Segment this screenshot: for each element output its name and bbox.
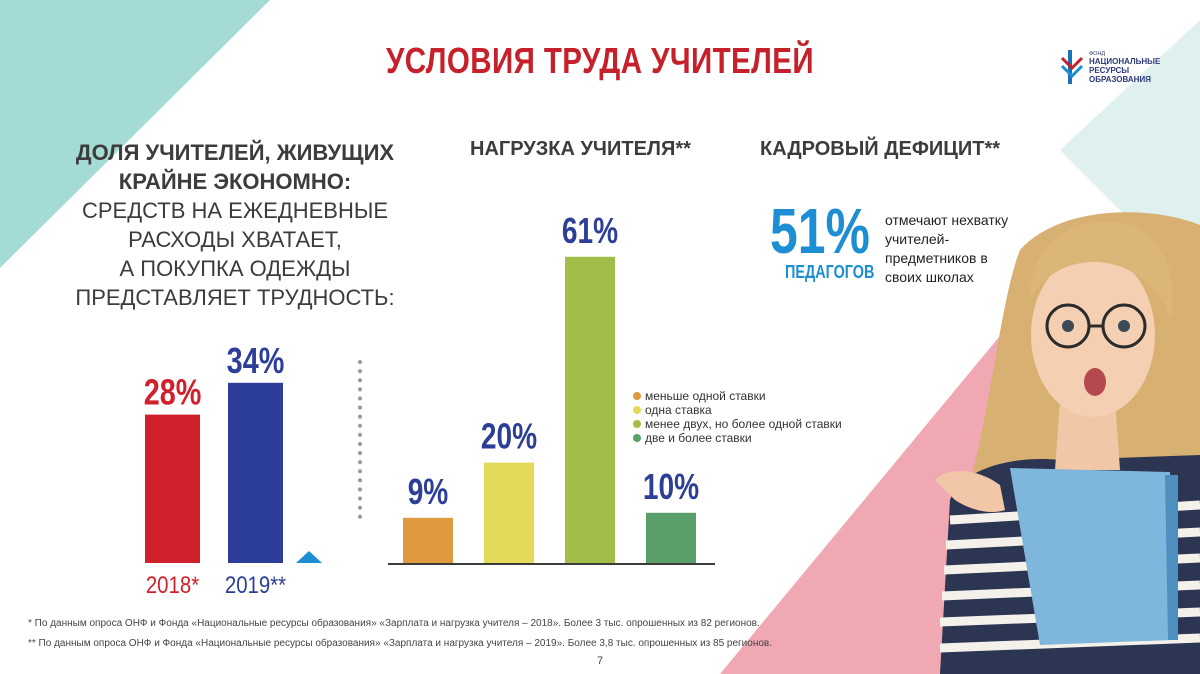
- legend-label: одна ставка: [645, 403, 712, 417]
- page-number: 7: [596, 655, 604, 667]
- footnotes: * По данным опроса ОНФ и Фонда «Национал…: [28, 614, 772, 654]
- workload-value-label: 9%: [408, 471, 449, 511]
- workload-legend: меньше одной ставки одна ставка менее двух…: [633, 389, 842, 445]
- legend-label: меньше одной ставки: [645, 389, 766, 403]
- shortage-label: ПЕДАГОГОВ: [785, 262, 875, 282]
- right-section-heading: КАДРОВЫЙ ДЕФИЦИТ**: [760, 138, 1001, 160]
- economy-value-label: 34%: [227, 340, 285, 381]
- economy-value-label: 28%: [144, 371, 202, 412]
- logo-text: ФОНД НАЦИОНАЛЬНЫЕ РЕСУРСЫ ОБРАЗОВАНИЯ: [1089, 51, 1160, 84]
- workload-value-label: 20%: [481, 416, 537, 456]
- legend-item: две и более ставки: [633, 431, 842, 445]
- workload-bar-1: [403, 517, 453, 563]
- left-heading-bold-2: КРАЙНЕ ЭКОНОМНО:: [118, 169, 352, 194]
- left-heading-line-2: РАСХОДЫ ХВАТАЕТ,: [128, 227, 342, 252]
- workload-bar-3: [565, 256, 615, 563]
- economy-category-label: 2018*: [146, 571, 200, 598]
- legend-label: две и более ставки: [645, 431, 752, 445]
- legend-dot-icon: [633, 434, 641, 442]
- page-title: УСЛОВИЯ ТРУДА УЧИТЕЛЕЙ: [385, 40, 815, 81]
- legend-item: одна ставка: [633, 403, 842, 417]
- legend-dot-icon: [633, 406, 641, 414]
- logo-line-3: РЕСУРСЫ: [1089, 66, 1130, 75]
- logo-line-2: НАЦИОНАЛЬНЫЕ: [1089, 57, 1161, 66]
- footnote-1: * По данным опроса ОНФ и Фонда «Национал…: [28, 618, 760, 629]
- teal-triangle-left: [0, 0, 270, 268]
- workload-bar-4: [646, 512, 696, 563]
- triangle-marker-icon: [296, 551, 322, 563]
- logo-icon: [1060, 50, 1084, 84]
- mid-section-heading: НАГРУЗКА УЧИТЕЛЯ**: [470, 138, 691, 160]
- workload-value-label: 61%: [562, 210, 618, 250]
- economy-bar-2018: [145, 414, 200, 563]
- left-section-heading: ДОЛЯ УЧИТЕЛЕЙ, ЖИВУЩИХ КРАЙНЕ ЭКОНОМНО: …: [40, 138, 430, 312]
- left-heading-line-4: ПРЕДСТАВЛЯЕТ ТРУДНОСТЬ:: [75, 285, 395, 310]
- shortage-value: 51%: [770, 195, 870, 267]
- economy-bar-2019: [228, 382, 283, 563]
- legend-item: меньше одной ставки: [633, 389, 842, 403]
- left-heading-line-3: А ПОКУПКА ОДЕЖДЫ: [119, 256, 351, 281]
- legend-dot-icon: [633, 392, 641, 400]
- logo-line-1: ФОНД: [1089, 51, 1106, 57]
- workload-value-label: 10%: [643, 466, 699, 506]
- legend-dot-icon: [633, 420, 641, 428]
- economy-category-label: 2019**: [225, 571, 287, 598]
- logo-line-4: ОБРАЗОВАНИЯ: [1089, 75, 1151, 84]
- footnote-2: ** По данным опроса ОНФ и Фонда «Национа…: [28, 638, 773, 649]
- shortage-note: отмечают нехватку учителей-предметников …: [885, 212, 1009, 285]
- legend-label: менее двух, но более одной ставки: [645, 417, 842, 431]
- workload-bar-2: [484, 462, 534, 563]
- left-heading-line-1: СРЕДСТВ НА ЕЖЕДНЕВНЫЕ: [81, 198, 389, 223]
- left-heading-bold-1: ДОЛЯ УЧИТЕЛЕЙ, ЖИВУЩИХ: [75, 140, 395, 165]
- legend-item: менее двух, но более одной ставки: [633, 417, 842, 431]
